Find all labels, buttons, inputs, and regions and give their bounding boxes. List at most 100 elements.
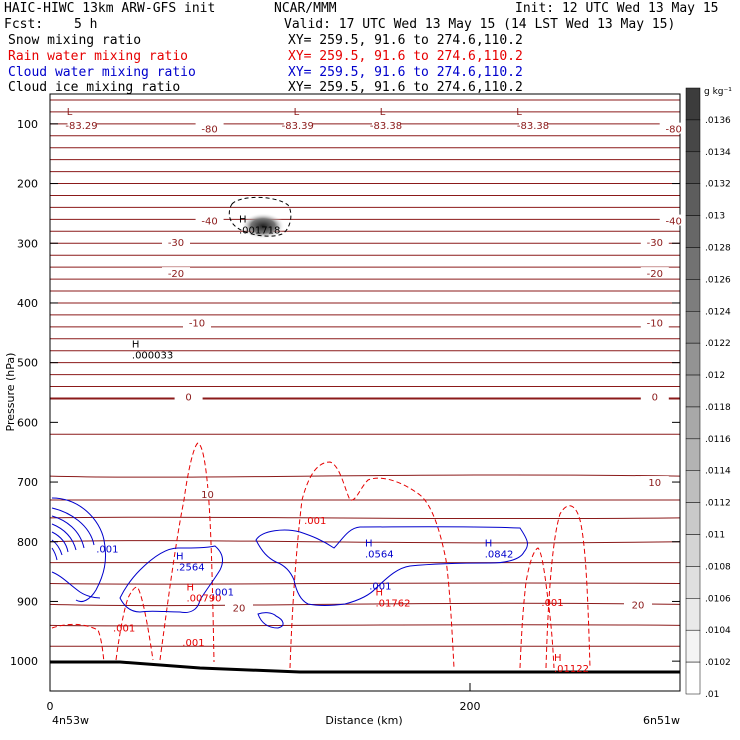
extremum-mark: H	[176, 552, 184, 563]
contour-value-label: .001	[96, 544, 118, 555]
center-label: NCAR/MMM	[274, 1, 337, 16]
isotherm-line	[49, 540, 681, 544]
extremum-mark: H	[376, 587, 384, 598]
x-start-location: 4n53w	[52, 714, 89, 727]
colorbar-swatch	[685, 119, 701, 153]
extremum-value: .001718	[239, 225, 280, 236]
extremum-value: .01122	[554, 664, 589, 675]
model-title: HAIC-HIWC 13km ARW-GFS init	[4, 1, 216, 16]
x-tick-label: 200	[460, 700, 481, 713]
field-xy-snow: XY= 259.5, 91.6 to 274.6,110.2	[288, 33, 523, 48]
extremum-mark: H	[554, 653, 562, 664]
extremum-value: .0842	[485, 550, 514, 561]
x-axis-title: Distance (km)	[325, 714, 402, 727]
colorbar-swatch	[685, 406, 701, 440]
contour-value-label: .001	[304, 516, 326, 527]
colorbar-tick-label: .0126	[705, 275, 731, 285]
colorbar: .0136 .0134 .0132 .013 .0128 .0126 .0124 .0122.…	[685, 87, 731, 700]
colorbar-swatch	[685, 87, 701, 121]
contour-value-label: .001	[182, 638, 204, 649]
colorbar-tick-label: .0122	[705, 339, 731, 349]
x-axis: 0 200	[47, 683, 481, 713]
temperature-label: -30	[168, 238, 184, 249]
extremum-value: .0564	[365, 550, 394, 561]
colorbar-tick-label: .0134	[705, 148, 731, 158]
temperature-label: -80	[201, 125, 217, 136]
extremum-mark: L	[380, 107, 386, 118]
temperature-label: 20	[233, 603, 246, 614]
temp-label-bg	[640, 476, 669, 488]
colorbar-tick-label: .0102	[705, 658, 731, 668]
temp-label-bg	[659, 122, 688, 134]
isotherm-line	[49, 582, 681, 585]
temp-label-bg	[659, 214, 688, 226]
temp-label-bg	[225, 601, 253, 613]
colorbar-tick-label: .011	[705, 531, 725, 541]
temperature-label: 20	[632, 600, 645, 611]
temp-label-bg	[195, 122, 224, 134]
y-tick-label: 600	[17, 416, 38, 429]
temp-label-bg	[193, 487, 222, 499]
colorbar-swatch	[685, 311, 701, 344]
temp-label-bg	[183, 316, 211, 328]
extremum-mark: H	[132, 340, 140, 351]
extremum-mark: L	[67, 107, 73, 118]
extremum-value: .00790	[187, 594, 222, 605]
y-tick-label: 800	[17, 536, 38, 549]
cloud-water-contours	[51, 497, 528, 629]
colorbar-swatch	[685, 502, 701, 535]
colorbar-tick-label: .0112	[705, 499, 731, 509]
colorbar-tick-label: .012	[705, 371, 725, 381]
field-xy-rain: XY= 259.5, 91.6 to 274.6,110.2	[288, 49, 523, 64]
fcst-label: Fcst:	[4, 17, 44, 32]
colorbar-tick-label: .01	[705, 690, 719, 700]
colorbar-swatch	[685, 247, 701, 280]
temperature-label: -83.29	[65, 121, 97, 132]
temperature-label: 0	[185, 393, 191, 404]
colorbar-tick-label: .0118	[705, 403, 731, 413]
temp-label-bg	[640, 390, 669, 402]
isotherm-line	[49, 499, 681, 501]
temperature-label: 10	[201, 490, 214, 501]
rain-contours	[51, 442, 591, 669]
x-tick-label: 0	[47, 700, 54, 713]
contour-value-label: .001	[113, 623, 135, 634]
field-xy-cloud-ice: XY= 259.5, 91.6 to 274.6,110.2	[288, 80, 523, 95]
temp-label-bg	[519, 119, 547, 131]
colorbar-tick-label: .0128	[705, 243, 731, 253]
isotherm-line	[49, 645, 681, 648]
contour-value-label: .001	[212, 587, 234, 598]
temperature-label: -20	[168, 269, 184, 280]
extremum-mark: H	[187, 583, 195, 594]
temp-label-bg	[283, 119, 312, 131]
colorbar-tick-label: .0104	[705, 626, 731, 636]
isotherm-line	[49, 561, 681, 564]
field-name-snow: Snow mixing ratio	[8, 33, 142, 48]
colorbar-swatch	[685, 151, 701, 184]
plot-frame	[49, 93, 681, 692]
contour-value-labels: .001 .001 .001 .001 .001 .001 .001	[96, 516, 563, 649]
isotherm-line	[49, 474, 681, 478]
y-tick-label: 1000	[10, 655, 38, 668]
snow-mixing-ratio-shade	[241, 213, 285, 239]
contour-value-label: .001	[369, 582, 391, 593]
extremum-mark: L	[516, 107, 522, 118]
colorbar-swatch	[685, 215, 701, 248]
field-xy-cloud-water: XY= 259.5, 91.6 to 274.6,110.2	[288, 65, 523, 80]
colorbar-tick-label: .013	[705, 212, 725, 222]
y-axis-title: Pressure (hPa)	[4, 353, 17, 432]
temperature-label: -40	[201, 217, 217, 228]
contour-value-label: .001	[541, 598, 563, 609]
temp-label-bg	[624, 598, 652, 610]
extremum-mark: L	[294, 107, 300, 118]
temp-label-bg	[162, 267, 190, 279]
temp-label-bg	[195, 214, 224, 226]
temperature-label: -20	[647, 269, 663, 280]
valid-time: Valid: 17 UTC Wed 13 May 15 (14 LST Wed …	[284, 17, 676, 32]
y-tick-label: 500	[17, 357, 38, 370]
extremum-mark: H	[365, 539, 373, 550]
isotherm-line	[49, 516, 681, 520]
y-tick-label: 900	[17, 595, 38, 608]
field-name-cloud-ice: Cloud ice mixing ratio	[8, 80, 181, 95]
